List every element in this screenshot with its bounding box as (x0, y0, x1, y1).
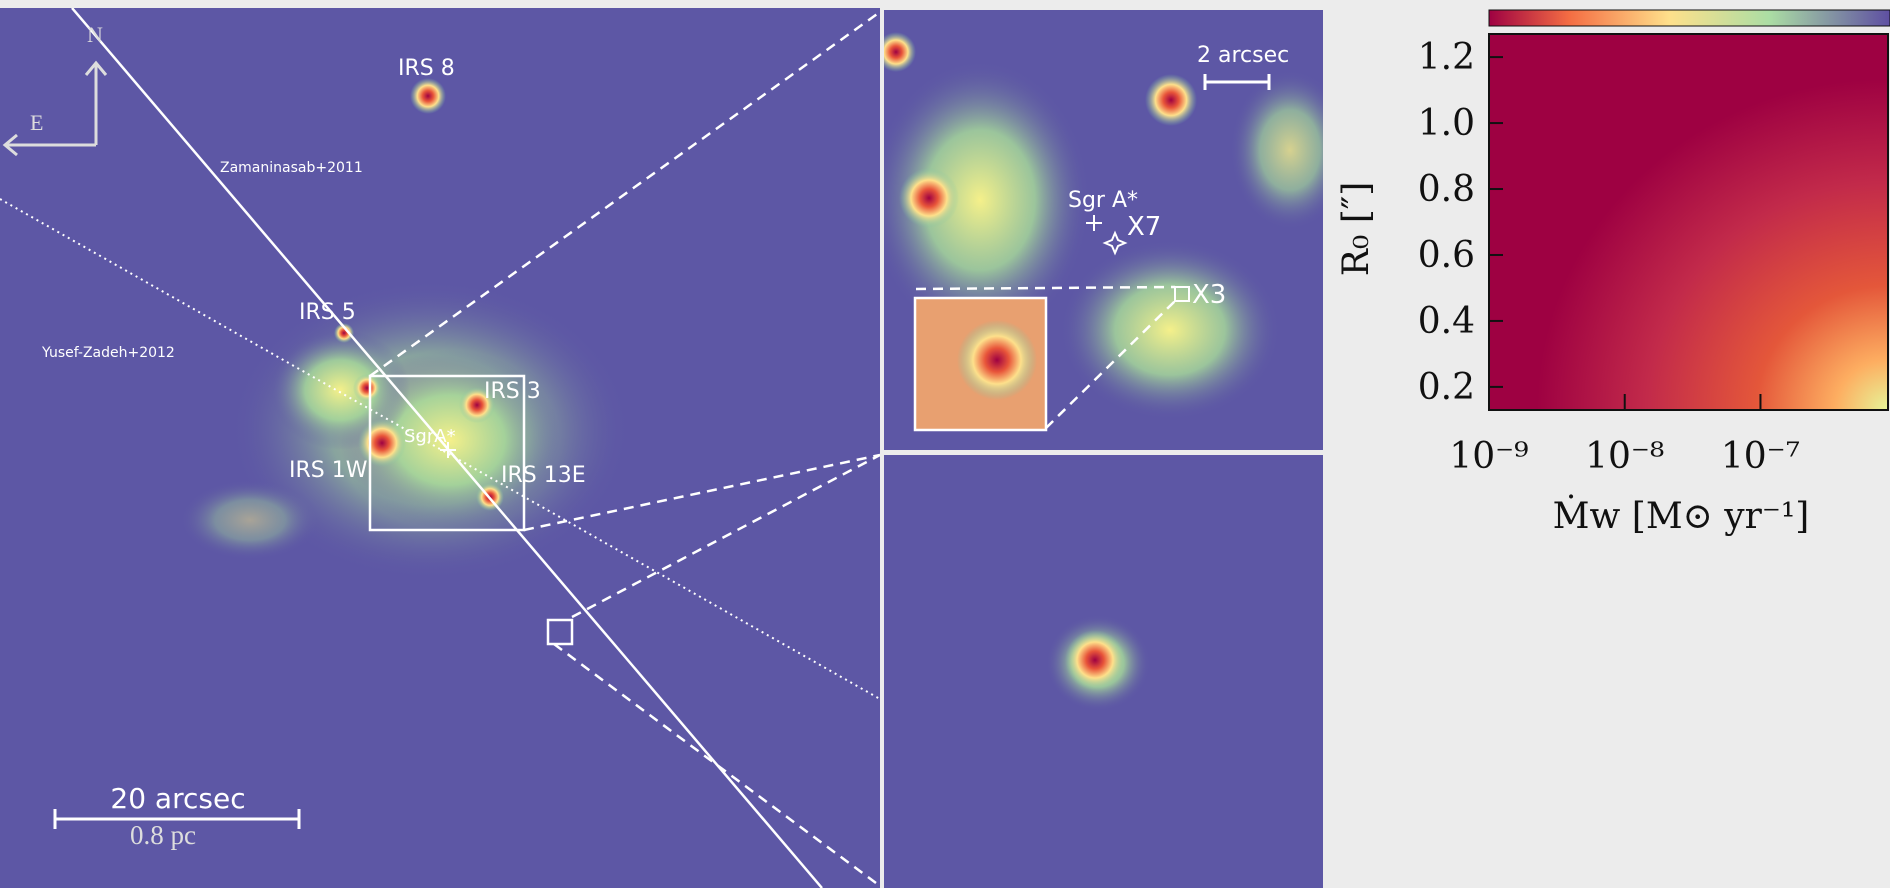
label: Zamaninasab+2011 (220, 160, 363, 176)
label: Yusef-Zadeh+2012 (41, 345, 175, 361)
label: IRS 8 (398, 56, 455, 81)
y-tick-label: 1.2 (1418, 37, 1475, 78)
heatmap (1488, 33, 1889, 411)
source-core (1065, 630, 1125, 690)
y-tick-label: 0.2 (1418, 367, 1475, 408)
scale-label: 20 arcsec (110, 782, 245, 815)
compass-label: E (30, 110, 43, 135)
y-tick-label: 0.6 (1418, 235, 1475, 276)
label: 2 arcsec (1197, 43, 1289, 68)
label: X3 (1192, 280, 1226, 310)
left-image (0, 8, 880, 888)
y-tick-label: 1.0 (1418, 103, 1475, 144)
x-tick-label: 10⁻⁹ (1449, 436, 1528, 477)
chart: 0.2 0.4 0.6 0.8 1.0 1.2 10⁻⁹ 10⁻⁸ 10⁻⁷ Ṁw [M⊙ yr⁻… (1336, 37, 1809, 537)
label: X7 (1127, 212, 1161, 242)
compass-label: N (87, 22, 103, 47)
y-axis-label: R₀ [″] (1336, 182, 1377, 277)
x-axis-label: Ṁw [M⊙ yr⁻¹] (1553, 495, 1810, 537)
x-tick-label: 10⁻⁸ (1585, 436, 1664, 477)
top-inset-image (884, 10, 1323, 450)
colorbar (1488, 9, 1890, 27)
label: SgrA* (404, 426, 456, 447)
scale-label: 0.8 pc (130, 820, 196, 850)
x-tick-label: 10⁻⁷ (1721, 436, 1800, 477)
label: IRS 3 (484, 379, 541, 404)
label: IRS 5 (299, 300, 356, 325)
label: IRS 13E (501, 463, 586, 488)
label: Sgr A* (1068, 188, 1138, 213)
y-tick-label: 0.8 (1418, 169, 1475, 210)
label: IRS 1W (289, 458, 368, 483)
y-tick-label: 0.4 (1418, 301, 1475, 342)
